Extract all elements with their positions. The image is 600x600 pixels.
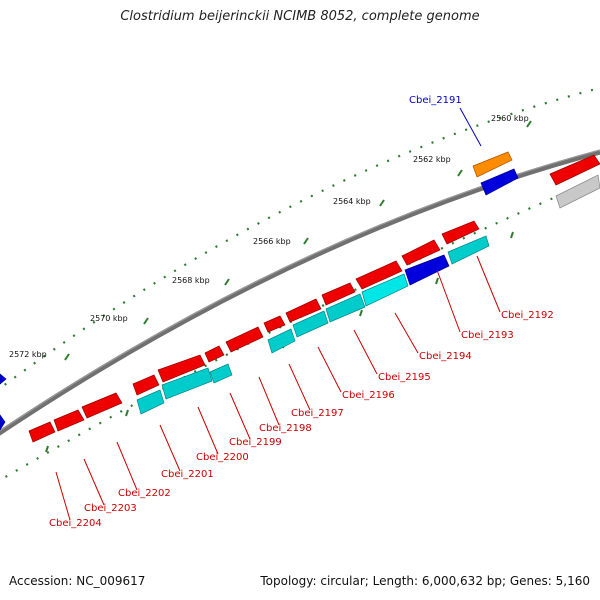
gene-reverse-9[interactable] [136, 389, 165, 415]
gene-cbei-2202-arrow[interactable] [81, 392, 123, 419]
gene-label[interactable]: Cbei_2192 [501, 310, 554, 321]
axis-position-label: 2570 kbp [90, 314, 128, 323]
gene-label[interactable]: Cbei_2201 [161, 469, 214, 480]
major-tick [526, 120, 532, 128]
gene-right-edge-arrow[interactable] [549, 154, 600, 186]
major-tick [64, 353, 70, 361]
axis-position-label: 2562 kbp [413, 155, 451, 164]
gene-cbei-2203-arrow[interactable] [53, 409, 85, 432]
gene-label[interactable]: Cbei_2204 [49, 518, 102, 529]
major-tick [359, 309, 363, 317]
gene-left-edge-arrow[interactable] [0, 414, 6, 431]
forward-strand-genes [28, 154, 600, 443]
gene-label[interactable]: Cbei_2196 [342, 390, 395, 401]
outer-tick-track [0, 86, 600, 390]
gene-leader-line [476, 255, 501, 313]
gene-reverse-6[interactable] [267, 328, 296, 354]
gene-gray-right[interactable] [555, 174, 600, 209]
gene-label[interactable]: Cbei_2193 [461, 330, 514, 341]
gene-label-leaders [55, 107, 501, 521]
gene-cbei-2200-arrow[interactable] [157, 354, 206, 383]
gene-reverse-8[interactable] [161, 367, 213, 400]
gene-reverse-7[interactable] [209, 363, 233, 384]
gene-leader-line [197, 406, 219, 455]
gene-leader-line [116, 441, 138, 491]
accession-text: Accession: NC_009617 [9, 574, 146, 588]
gene-leader-line [436, 269, 461, 333]
gene-label[interactable]: Cbei_2199 [229, 437, 282, 448]
gene-label[interactable]: Cbei_2197 [291, 408, 344, 419]
map-title: Clostridium beijerinckii NCIMB 8052, com… [120, 9, 480, 24]
gene-cbei-2192-arrow[interactable] [441, 220, 480, 245]
gene-cbei-2201-arrow[interactable] [132, 374, 160, 396]
gene-cbei-2195-arrow[interactable] [321, 282, 356, 306]
reverse-strand-genes [136, 174, 600, 415]
major-tick [303, 237, 309, 245]
axis-labels: 2560 kbp 2562 kbp 2564 kbp 2566 kbp 2568 kbp… [9, 114, 529, 359]
gene-label[interactable]: Cbei_2202 [118, 488, 171, 499]
gene-label[interactable]: Cbei_2194 [419, 351, 472, 362]
axis-position-label: 2572 kbp [9, 350, 47, 359]
gene-label[interactable]: Cbei_2191 [409, 95, 462, 106]
axis-position-label: 2564 kbp [333, 197, 371, 206]
gene-label[interactable]: Cbei_2195 [378, 372, 431, 383]
gene-cbei-2204-arrow[interactable] [28, 421, 56, 443]
gene-reverse-2[interactable] [404, 254, 450, 286]
gene-cbei-2197-arrow[interactable] [263, 315, 286, 333]
major-tick [125, 409, 129, 417]
major-tick [143, 317, 149, 325]
gene-reverse-4[interactable] [325, 293, 366, 323]
gene-cbei-2196-arrow[interactable] [285, 298, 322, 323]
gene-leader-line [459, 107, 482, 147]
gene-cbei-2191-reverse-arrow[interactable] [480, 168, 519, 196]
gene-leader-line [394, 312, 419, 354]
gene-leader-line [317, 346, 342, 393]
axis-position-label: 2560 kbp [491, 114, 529, 123]
gene-labels: Cbei_2191 Cbei_2192 Cbei_2193 Cbei_2194 Cbei… [49, 95, 554, 529]
major-tick [510, 231, 514, 239]
topology-text: Topology: circular; Length: 6,000,632 bp… [260, 574, 590, 588]
gene-label[interactable]: Cbei_2200 [196, 452, 249, 463]
gene-reverse-1[interactable] [447, 235, 490, 265]
major-tick [379, 199, 385, 207]
gene-cbei-2191-arrow[interactable] [472, 151, 513, 178]
gene-cbei-2194-arrow[interactable] [355, 260, 403, 290]
axis-position-label: 2566 kbp [253, 237, 291, 246]
gene-reverse-5[interactable] [292, 310, 329, 338]
major-tick [224, 278, 230, 286]
gene-label[interactable]: Cbei_2203 [84, 503, 137, 514]
gene-leader-line [159, 424, 181, 472]
gene-cbei-2193-arrow[interactable] [401, 239, 441, 266]
gene-leader-line [258, 376, 280, 426]
major-tick [435, 277, 439, 285]
backbone-highlight [0, 149, 600, 432]
gene-cbei-2199-arrow[interactable] [204, 345, 225, 363]
major-tick [457, 169, 463, 177]
major-tick [45, 445, 49, 453]
genome-backbone [0, 149, 600, 436]
gene-cbei-2198-arrow[interactable] [225, 326, 264, 353]
gene-left-edge-blue[interactable] [0, 373, 7, 385]
gene-leader-line [229, 392, 251, 440]
axis-position-label: 2568 kbp [172, 276, 210, 285]
gene-label[interactable]: Cbei_2198 [259, 423, 312, 434]
gene-leader-line [83, 458, 105, 506]
gene-leader-line [353, 329, 378, 375]
gene-leader-line [288, 363, 311, 411]
gene-reverse-3[interactable] [361, 273, 409, 307]
gene-leader-line [55, 471, 71, 521]
